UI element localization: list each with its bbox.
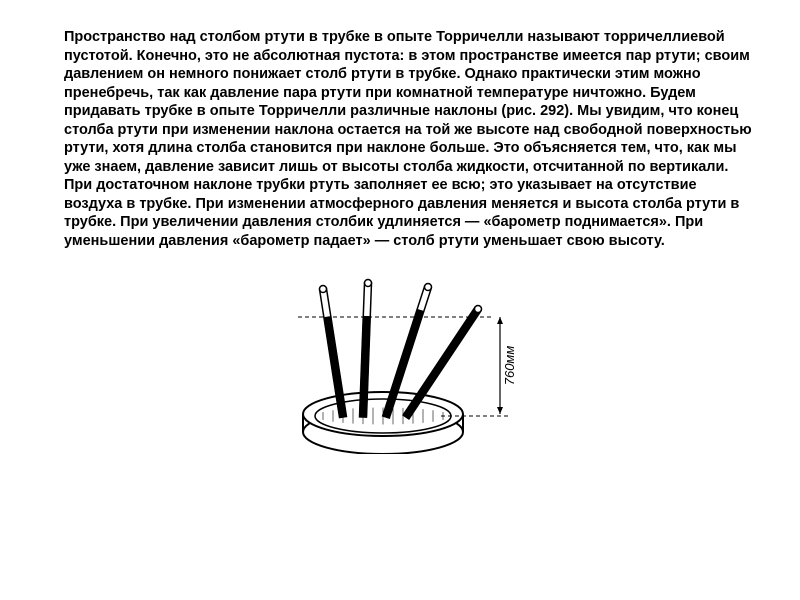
main-paragraph: Пространство над столбом ртути в трубке … <box>64 28 752 251</box>
document-content: Пространство над столбом ртути в трубке … <box>0 0 800 464</box>
diagram-container: 760мм <box>64 269 752 454</box>
torricelli-diagram: 760мм <box>288 269 528 454</box>
svg-text:760мм: 760мм <box>502 345 517 385</box>
